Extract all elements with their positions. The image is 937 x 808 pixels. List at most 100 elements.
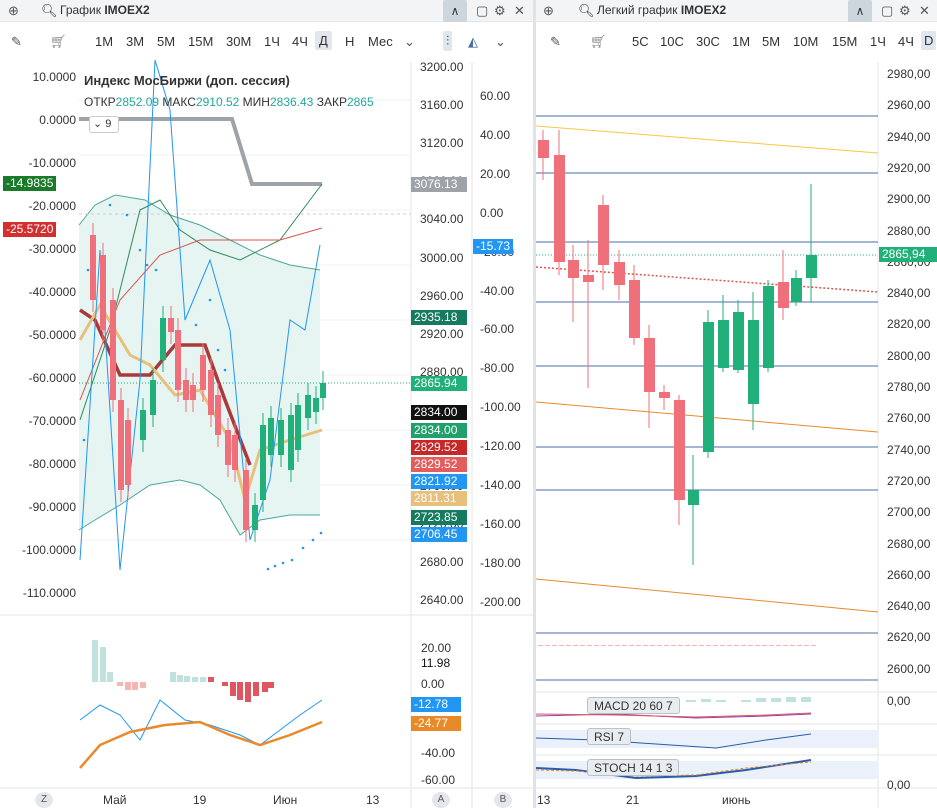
candle-body — [268, 418, 274, 455]
right-window-title[interactable]: Легкий график IMOEX2 — [597, 3, 726, 17]
macd-label[interactable]: MACD 20 60 7 — [587, 697, 680, 714]
tf-15m[interactable]: 15М — [188, 34, 214, 49]
tf-1h[interactable]: 1Ч — [264, 34, 280, 49]
macd-tick — [552, 645, 557, 646]
restore-icon[interactable]: ▢ — [476, 3, 489, 18]
right-price-label-12: 2740,00 — [887, 442, 931, 457]
candle-body — [125, 420, 131, 485]
macd-tick — [629, 645, 634, 646]
candle-body-right — [806, 255, 817, 278]
left-axis-label-4: -30.0000 — [28, 242, 76, 256]
tf-30m[interactable]: 30М — [226, 34, 252, 49]
lower-axis-label-1: 11.98 — [421, 656, 451, 670]
pencil-icon-right[interactable]: ✎ — [550, 34, 561, 49]
macd-bar — [222, 682, 228, 686]
tf-5s[interactable]: 5С — [632, 34, 649, 49]
search-icon[interactable]: 🔍︎ — [41, 3, 58, 18]
macd-hist — [786, 697, 796, 702]
macd-bar — [237, 682, 243, 700]
badge-count: 9 — [105, 118, 112, 130]
chevron-down-icon-2[interactable]: ⌄ — [495, 34, 506, 49]
tf-5m-right[interactable]: 5М — [762, 34, 781, 49]
right-price-label-1: 2960,00 — [887, 98, 931, 113]
zoom-button[interactable]: Z — [35, 792, 53, 808]
auto-button[interactable]: A — [432, 792, 450, 808]
right-price-label-2: 2940,00 — [887, 129, 931, 144]
price-axis-label-7: 2920.00 — [420, 326, 464, 341]
collapse-badge[interactable]: ⌄ 9 — [89, 116, 119, 133]
close-icon[interactable]: ✕ — [514, 3, 525, 18]
b-button[interactable]: B — [494, 792, 512, 808]
more-timeframes-icon[interactable]: D — [921, 31, 937, 50]
trend-yellow — [536, 125, 879, 154]
candle-body-right — [688, 490, 699, 505]
osc-axis-label-12: -180.00 — [480, 555, 521, 570]
tf-4h-right[interactable]: 4Ч — [898, 34, 914, 49]
panel-separator[interactable] — [533, 0, 536, 808]
price-tag-6: 2829.52 — [411, 457, 467, 472]
tf-1m[interactable]: 1М — [95, 34, 114, 49]
gear-icon[interactable]: ⚙ — [494, 3, 506, 18]
macd-hist — [771, 698, 781, 702]
cart-icon-right[interactable]: 🛒︎ — [590, 34, 607, 49]
left-chart-window: ⊕ 🔍︎ График IMOEX2 ∧ ▢ ⚙ ✕ ✎ 🛒︎ 1М 3М 5М… — [0, 0, 533, 808]
tf-day[interactable]: Д — [315, 31, 332, 50]
candle-body-right — [748, 320, 759, 404]
pencil-icon[interactable]: ✎ — [11, 34, 22, 49]
sar-dot — [301, 546, 305, 550]
tf-10s[interactable]: 10С — [660, 34, 684, 49]
close-icon-right[interactable]: ✕ — [919, 3, 930, 18]
tf-3m[interactable]: 3М — [126, 34, 145, 49]
restore-icon-right[interactable]: ▢ — [881, 3, 894, 18]
ma-green — [79, 183, 323, 421]
collapse-button[interactable]: ∧ — [443, 0, 467, 22]
candle-body — [168, 318, 174, 332]
gear-icon-right[interactable]: ⚙ — [899, 3, 911, 18]
tf-15m-right[interactable]: 15М — [832, 34, 858, 49]
left-window-title[interactable]: График IMOEX2 — [60, 3, 150, 17]
candle-body — [278, 420, 284, 455]
open-label: ОТКР — [84, 95, 116, 109]
chevron-down-icon[interactable]: ⌄ — [404, 34, 415, 49]
macd-value: 0,00 — [887, 694, 911, 708]
add-icon-right[interactable]: ⊕ — [543, 3, 554, 18]
lower-axis-label-0: 20.00 — [421, 641, 452, 655]
collapse-button-right[interactable]: ∧ — [848, 0, 872, 22]
price-tag-9: 2723.85 — [411, 510, 467, 525]
left-toolbar: ✎ 🛒︎ 1М 3М 5М 15М 30М 1Ч 4Ч Д Н Мес ⌄ ⫶ … — [0, 30, 533, 56]
tf-30s[interactable]: 30С — [696, 34, 720, 49]
macd-bar — [262, 682, 268, 692]
left-axis-label-8: -70.0000 — [28, 414, 76, 428]
macd-tick — [783, 645, 788, 646]
macd-tick — [748, 645, 753, 646]
add-icon[interactable]: ⊕ — [8, 3, 19, 18]
stoch-label[interactable]: STOCH 14 1 3 — [587, 759, 680, 776]
tf-1h-right[interactable]: 1Ч — [870, 34, 886, 49]
candles-icon[interactable]: ⫶ — [443, 31, 453, 51]
macd-tick — [615, 645, 620, 646]
left-chart-canvas[interactable] — [0, 0, 533, 808]
tf-10m-right[interactable]: 10М — [793, 34, 819, 49]
gray-line — [79, 117, 322, 186]
macd-tick — [769, 645, 774, 646]
candle-body-right — [763, 286, 774, 368]
area-chart-icon[interactable]: ◭ — [468, 34, 478, 49]
cart-icon[interactable]: 🛒︎ — [50, 34, 67, 49]
candle-body — [288, 415, 294, 470]
right-chart-canvas[interactable] — [536, 0, 937, 808]
trend-red-dotted — [536, 266, 879, 293]
candle-body — [160, 318, 166, 360]
candle-body — [190, 385, 196, 400]
tf-week[interactable]: Н — [345, 34, 355, 49]
right-price-label-15: 2680,00 — [887, 536, 931, 551]
tf-month[interactable]: Мес — [368, 34, 393, 49]
macd-tick — [545, 645, 550, 646]
search-icon-right[interactable]: 🔍︎ — [578, 3, 595, 18]
tf-1m-right[interactable]: 1М — [732, 34, 751, 49]
x-label-13-right: 13 — [537, 793, 551, 807]
rsi-label[interactable]: RSI 7 — [587, 728, 632, 745]
high-value: 2910.52 — [195, 95, 240, 109]
tf-5m[interactable]: 5М — [157, 34, 176, 49]
macd-bar — [92, 640, 98, 682]
tf-4h[interactable]: 4Ч — [292, 34, 308, 49]
